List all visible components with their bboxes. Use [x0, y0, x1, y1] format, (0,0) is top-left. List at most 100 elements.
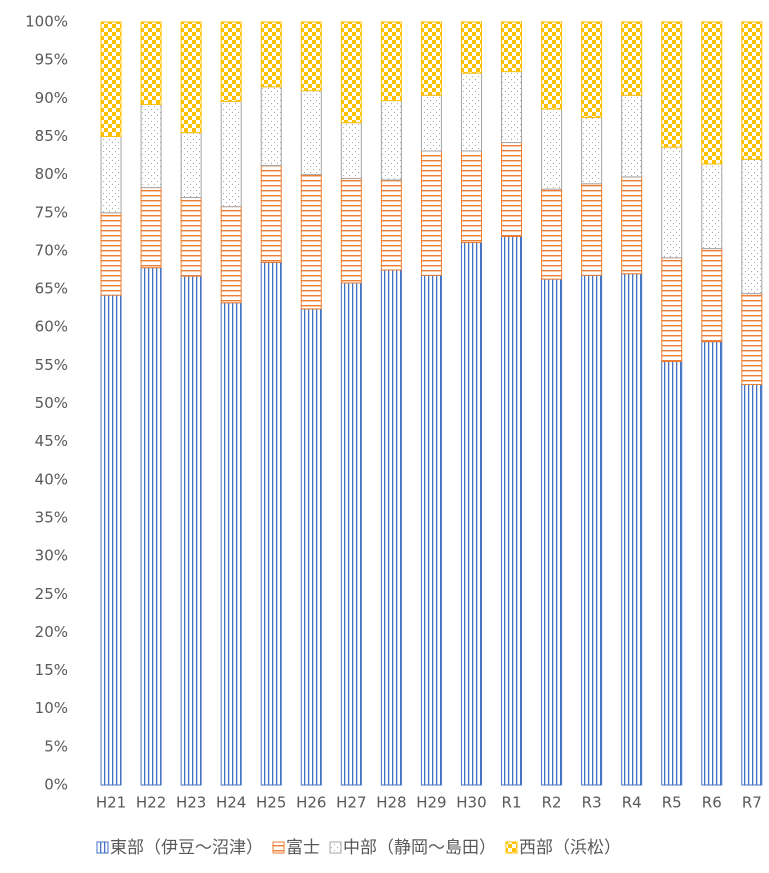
- bar-segment: [460, 150, 482, 244]
- bar-segment: [260, 86, 282, 166]
- x-tick-label: H23: [176, 794, 206, 812]
- bar-segment: [701, 341, 723, 786]
- legend-swatch: [505, 841, 518, 854]
- bar-segment: [621, 176, 643, 275]
- bar-segment: [741, 383, 763, 786]
- bar-segment: [501, 21, 523, 73]
- bar-segment: [140, 103, 162, 189]
- bar-segment: [140, 267, 162, 786]
- bar-segment: [380, 21, 402, 102]
- y-tick-label: 20%: [35, 623, 68, 641]
- x-tick-label: R4: [622, 794, 642, 812]
- y-tick-label: 60%: [35, 318, 68, 336]
- legend-label: 東部（伊豆～沼津）: [110, 838, 263, 858]
- legend-swatch: [272, 841, 285, 854]
- bar-segment: [460, 242, 482, 786]
- y-tick-label: 25%: [35, 585, 68, 603]
- bar-segment: [701, 163, 723, 250]
- legend-swatch: [96, 841, 109, 854]
- legend-label: 西部（浜松）: [519, 838, 621, 858]
- y-tick-label: 80%: [35, 165, 68, 183]
- y-tick-label: 0%: [44, 776, 68, 794]
- bar-segment: [661, 21, 683, 148]
- bar-segment: [220, 302, 242, 786]
- bar-segment: [741, 158, 763, 295]
- x-tick-label: H21: [96, 794, 126, 812]
- bar-segment: [140, 187, 162, 269]
- bar-segment: [621, 273, 643, 786]
- bar-segment: [300, 308, 322, 786]
- y-tick-label: 90%: [35, 89, 68, 107]
- bar-segment: [621, 21, 643, 96]
- x-tick-label: H22: [136, 794, 166, 812]
- x-tick-label: R1: [502, 794, 522, 812]
- x-tick-label: H25: [256, 794, 286, 812]
- y-tick-label: 75%: [35, 203, 68, 221]
- bar-segment: [460, 21, 482, 74]
- x-tick-label: R7: [742, 794, 762, 812]
- x-tick-label: R5: [662, 794, 682, 812]
- bar-segment: [340, 177, 362, 284]
- bar-segment: [300, 174, 322, 310]
- x-tick-label: R6: [702, 794, 722, 812]
- y-tick-label: 70%: [35, 241, 68, 259]
- bar-segment: [420, 150, 442, 276]
- x-tick-label: R2: [542, 794, 562, 812]
- y-tick-label: 15%: [35, 661, 68, 679]
- bar-segment: [380, 179, 402, 271]
- bar-segment: [581, 183, 603, 276]
- legend-label: 中部（静岡～島田）: [343, 838, 496, 858]
- y-tick-label: 50%: [35, 394, 68, 412]
- bar-segment: [541, 21, 563, 110]
- x-tick-label: H30: [456, 794, 486, 812]
- bar-segment: [541, 278, 563, 786]
- bar-segment: [180, 21, 202, 134]
- bar-segment: [741, 293, 763, 385]
- x-tick-label: R3: [582, 794, 602, 812]
- bar-segment: [661, 361, 683, 786]
- y-tick-label: 95%: [35, 51, 68, 69]
- bar-segment: [581, 274, 603, 786]
- bar-segment: [260, 21, 282, 88]
- x-tick-label: H28: [376, 794, 406, 812]
- legend-swatch: [329, 841, 342, 854]
- bar-segment: [340, 21, 362, 124]
- bar-segment: [380, 100, 402, 181]
- bar-segment: [541, 108, 563, 190]
- y-tick-label: 30%: [35, 547, 68, 565]
- bar-segment: [100, 21, 122, 137]
- bar-segment: [420, 274, 442, 786]
- bar-segment: [581, 116, 603, 185]
- bar-segment: [701, 248, 723, 343]
- bar-segment: [100, 135, 122, 214]
- bar-segment: [300, 90, 322, 176]
- bar-segment: [100, 212, 122, 296]
- legend-label: 富士: [286, 838, 320, 858]
- y-tick-label: 45%: [35, 432, 68, 450]
- bar-segment: [661, 146, 683, 259]
- bar-segment: [180, 196, 202, 277]
- bar-segment: [100, 294, 122, 786]
- bar-segment: [380, 269, 402, 786]
- bar-segment: [661, 257, 683, 363]
- bar-segment: [220, 21, 242, 102]
- y-tick-label: 65%: [35, 280, 68, 298]
- x-tick-label: H26: [296, 794, 326, 812]
- bar-segment: [180, 132, 202, 198]
- bar-segment: [621, 94, 643, 178]
- bar-segment: [220, 206, 242, 304]
- x-tick-label: H29: [416, 794, 446, 812]
- bar-segment: [501, 71, 523, 144]
- bar-segment: [541, 188, 563, 280]
- bar-segment: [420, 94, 442, 152]
- bar-segment: [180, 275, 202, 786]
- bar-segment: [501, 235, 523, 786]
- bar-segment: [220, 100, 242, 208]
- x-tick-label: H24: [216, 794, 246, 812]
- bar-segment: [501, 142, 523, 237]
- bar-segment: [460, 72, 482, 152]
- bar-segment: [140, 21, 162, 105]
- y-tick-label: 40%: [35, 470, 68, 488]
- bar-segment: [300, 21, 322, 92]
